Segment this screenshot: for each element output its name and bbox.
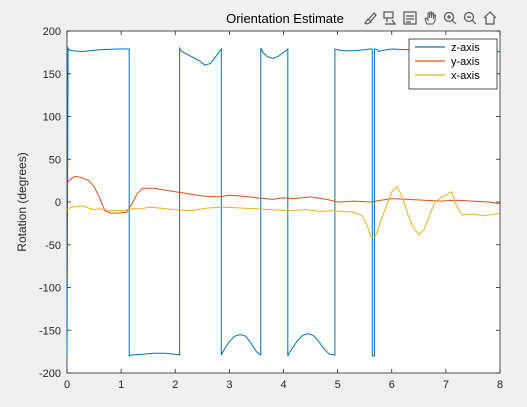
- axes-toolbar: [360, 8, 499, 28]
- data-tips-icon[interactable]: [380, 9, 399, 28]
- x-tick-label: 1: [118, 379, 124, 391]
- legend-label: y-axis: [451, 56, 480, 68]
- x-tick-label: 7: [443, 379, 449, 391]
- x-tick-label: 8: [497, 379, 503, 391]
- legend-icon[interactable]: [400, 9, 419, 28]
- y-tick-label: -150: [39, 325, 61, 337]
- x-tick-label: 6: [389, 379, 395, 391]
- legend-label: z-axis: [451, 42, 480, 54]
- x-tick-label: 0: [64, 379, 70, 391]
- plot-lines: [66, 46, 501, 357]
- y-tick-label: -200: [39, 368, 61, 380]
- zoom-in-icon[interactable]: [440, 9, 459, 28]
- brush-icon[interactable]: [360, 9, 379, 28]
- y-tick-label: 0: [55, 197, 61, 209]
- chart-title: Orientation Estimate: [226, 11, 344, 26]
- zoom-out-icon[interactable]: [460, 9, 479, 28]
- legend-label: x-axis: [451, 70, 480, 82]
- y-tick-label: -50: [45, 240, 61, 252]
- y-tick-label: 50: [49, 154, 61, 166]
- y-axis-label: Rotation (degrees): [15, 152, 29, 251]
- series-line-y-axis[interactable]: [66, 175, 501, 214]
- y-tick-label: 200: [43, 26, 61, 38]
- x-tick-label: 5: [335, 379, 341, 391]
- axis-ticks: 0 1 2 3 4 5 6 7 8 -200 -150 -100 -50 0 50 100 150 200: [39, 26, 503, 391]
- home-icon[interactable]: [480, 9, 499, 28]
- y-tick-label: -100: [39, 283, 61, 295]
- legend[interactable]: z-axis y-axis x-axis: [408, 38, 498, 90]
- series-line-z-axis[interactable]: [66, 46, 501, 357]
- pan-icon[interactable]: [420, 9, 439, 28]
- y-tick-label: 100: [43, 112, 61, 124]
- x-tick-label: 2: [172, 379, 178, 391]
- y-tick-label: 150: [43, 69, 61, 81]
- series-line-x-axis[interactable]: [66, 185, 501, 239]
- x-tick-label: 4: [280, 379, 286, 391]
- x-tick-label: 3: [226, 379, 232, 391]
